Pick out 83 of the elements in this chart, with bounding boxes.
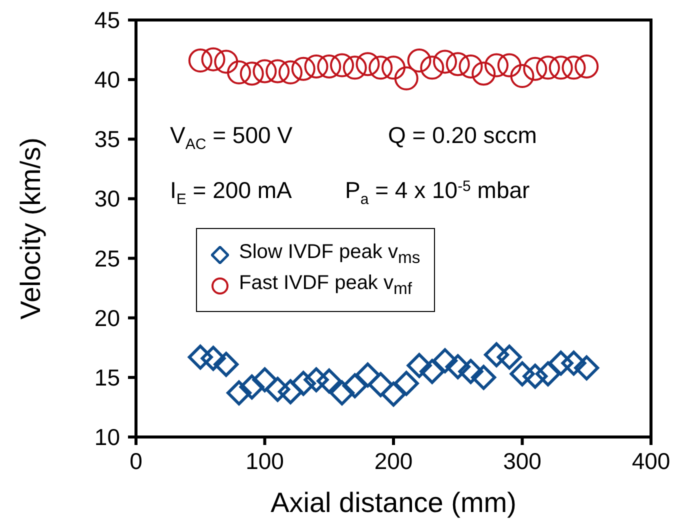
- point: [394, 370, 419, 396]
- annotation: Q = 0.20 sccm: [388, 122, 537, 148]
- point: [304, 367, 329, 392]
- point: [510, 361, 535, 386]
- point: [214, 352, 239, 377]
- point: [252, 59, 277, 84]
- point: [548, 56, 573, 80]
- x-axis-title: Axial distance (mm): [270, 487, 516, 518]
- y-tick-label: 15: [94, 364, 120, 390]
- y-tick-label: 25: [94, 245, 120, 272]
- point: [446, 52, 470, 76]
- point: [368, 372, 394, 398]
- point: [188, 344, 213, 370]
- x-tick-label: 300: [503, 448, 542, 474]
- point: [574, 54, 599, 78]
- point: [265, 376, 290, 402]
- point: [252, 367, 278, 392]
- point: [188, 48, 212, 73]
- point: [574, 355, 600, 380]
- point: [317, 54, 342, 78]
- point: [200, 346, 226, 371]
- point: [536, 361, 560, 386]
- point: [562, 56, 586, 80]
- x-tick-label: 400: [632, 448, 670, 474]
- point: [226, 380, 252, 406]
- point: [433, 50, 457, 74]
- point: [458, 54, 483, 78]
- y-tick-label: 20: [94, 304, 120, 331]
- point: [420, 56, 444, 80]
- y-tick-label: 40: [94, 66, 120, 93]
- point: [472, 62, 496, 86]
- point: [266, 59, 290, 84]
- point: [278, 60, 302, 84]
- x-tick-label: 0: [130, 448, 142, 474]
- point: [510, 64, 534, 88]
- point: [278, 379, 303, 404]
- point: [316, 368, 342, 394]
- point: [561, 350, 586, 376]
- point: [291, 56, 316, 81]
- point: [471, 364, 496, 390]
- point: [290, 370, 316, 396]
- point: [394, 66, 418, 90]
- point: [420, 358, 445, 384]
- point: [484, 53, 508, 78]
- point: [381, 382, 406, 407]
- x-tick-label: 200: [374, 448, 413, 474]
- point: [201, 47, 226, 72]
- point: [355, 362, 380, 388]
- point: [406, 353, 432, 378]
- y-axis-title: Velocity (km/s): [14, 137, 46, 320]
- y-tick-label: 30: [94, 186, 120, 212]
- point: [240, 62, 264, 86]
- point: [458, 358, 484, 384]
- point: [227, 60, 251, 84]
- point: [330, 380, 354, 406]
- point: [304, 54, 328, 78]
- point: [497, 53, 522, 78]
- point: [368, 56, 393, 80]
- point: [382, 56, 406, 80]
- legend-label: Fast IVDF peak v$_{mf}$: [239, 272, 412, 299]
- annotation: P$_{a}$ = 4 x 10$^{-5}$ mbar: [345, 177, 530, 208]
- annotation: I$_{E}$ = 200 mA: [170, 177, 293, 208]
- point: [432, 348, 458, 374]
- point: [522, 364, 548, 389]
- point: [536, 56, 560, 80]
- point: [342, 373, 368, 398]
- point: [330, 53, 354, 78]
- point: [523, 56, 548, 81]
- x-tick-label: 100: [246, 448, 284, 474]
- annotation: V$_{AC}$ = 500 V: [170, 122, 294, 153]
- point: [548, 350, 574, 376]
- point: [445, 354, 470, 380]
- point: [496, 344, 522, 370]
- y-tick-label: 45: [94, 7, 120, 33]
- point: [356, 52, 380, 76]
- legend-label: Slow IVDF peak v$_{ms}$: [239, 241, 420, 268]
- point: [342, 56, 367, 80]
- point: [484, 342, 509, 368]
- point: [239, 374, 264, 400]
- y-tick-label: 35: [94, 126, 120, 152]
- y-tick-label: 10: [94, 424, 120, 450]
- point: [214, 50, 238, 74]
- point: [407, 48, 432, 73]
